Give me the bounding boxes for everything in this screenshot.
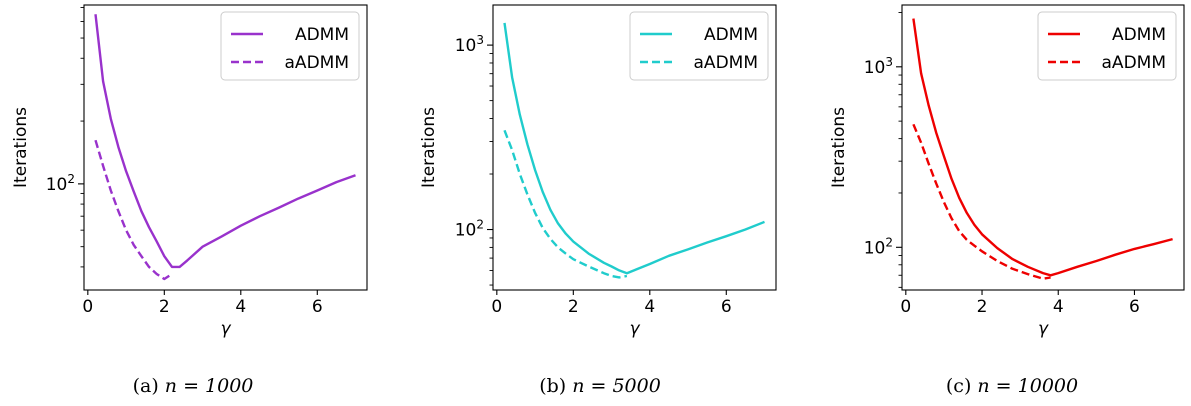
- axes-frame: [83, 4, 368, 291]
- y-tick-label: 102: [455, 218, 484, 241]
- legend-label-admm: ADMM: [1112, 25, 1166, 45]
- x-tick-label: 6: [312, 297, 323, 317]
- legend-label-aadmm: aADMM: [694, 53, 758, 73]
- y-tick-label: 102: [46, 172, 75, 195]
- subfigure-caption: (b) n = 5000: [539, 375, 661, 397]
- x-tick-label: 6: [1129, 297, 1140, 317]
- axes-frame: [492, 4, 777, 291]
- x-axis-label: γ: [1038, 319, 1049, 339]
- legend-label-aadmm: aADMM: [1102, 53, 1166, 73]
- y-axis-label: Iterations: [11, 107, 31, 188]
- x-tick-label: 0: [491, 297, 502, 317]
- x-axis-label: γ: [220, 319, 231, 339]
- x-tick-label: 4: [1053, 297, 1064, 317]
- y-axis-label: Iterations: [829, 107, 849, 188]
- subfigure-caption: (a) n = 1000: [133, 375, 254, 397]
- chart-panel-3: 0 2 4 6 102 103 γ Iterations ADMM aADMM (c) n = 10…: [829, 4, 1185, 397]
- x-axis-label: γ: [629, 319, 640, 339]
- legend-label-aadmm: aADMM: [285, 53, 349, 73]
- chart-panel-2: 0 2 4 6 102 103 γ Iterations ADMM aADMM (b) n = 50…: [419, 4, 777, 397]
- legend-label-admm: ADMM: [295, 25, 349, 45]
- legend: ADMM aADMM: [220, 11, 360, 81]
- y-tick-label: 103: [455, 33, 484, 56]
- y-tick-label: 102: [864, 235, 893, 258]
- series-line-admm: [912, 18, 1173, 277]
- y-axis-label: Iterations: [419, 107, 439, 188]
- series-line-aadmm: [912, 123, 1051, 280]
- caption-prefix: (a): [133, 375, 165, 397]
- series-line-aadmm: [94, 139, 173, 281]
- x-tick-label: 4: [644, 297, 655, 317]
- x-tick-label: 2: [977, 297, 988, 317]
- series-line-admm: [94, 14, 356, 269]
- caption-prefix: (b): [539, 375, 572, 397]
- legend: ADMM aADMM: [1037, 11, 1177, 81]
- series-line-aadmm: [503, 129, 628, 279]
- legend-label-admm: ADMM: [704, 25, 758, 45]
- x-tick-label: 6: [721, 297, 732, 317]
- caption-math: n = 5000: [572, 375, 661, 397]
- x-tick-label: 0: [900, 297, 911, 317]
- minor-ticks: [898, 12, 902, 288]
- x-tick-label: 4: [235, 297, 246, 317]
- subfigure-caption: (c) n = 10000: [946, 375, 1078, 397]
- legend: ADMM aADMM: [629, 11, 769, 81]
- x-tick-label: 2: [568, 297, 579, 317]
- caption-prefix: (c): [946, 375, 978, 397]
- caption-math: n = 10000: [977, 375, 1078, 397]
- axes-frame: [901, 4, 1185, 291]
- y-tick-label: 103: [864, 55, 893, 78]
- caption-math: n = 1000: [165, 375, 254, 397]
- series-line-admm: [503, 22, 765, 275]
- minor-ticks: [80, 7, 84, 268]
- minor-ticks: [489, 53, 493, 286]
- x-tick-label: 0: [82, 297, 93, 317]
- chart-panel-1: 0 2 4 6 102 γ Iterations ADMM aADMM (a) n = 1000: [11, 4, 368, 397]
- x-tick-label: 2: [159, 297, 170, 317]
